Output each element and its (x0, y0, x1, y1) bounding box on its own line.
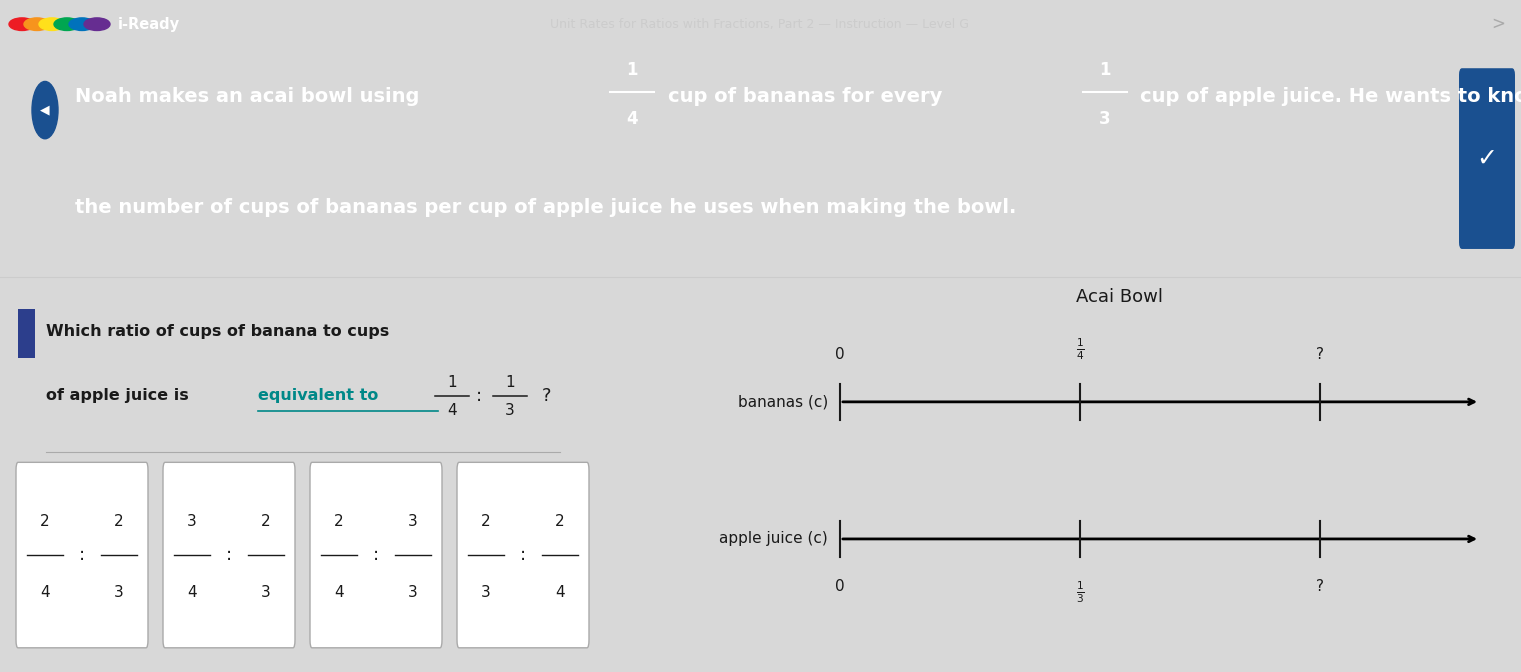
Text: Which ratio of cups of banana to cups: Which ratio of cups of banana to cups (46, 324, 389, 339)
Text: ?: ? (541, 387, 552, 405)
Text: 4: 4 (627, 110, 637, 128)
Text: of apple juice is: of apple juice is (46, 388, 195, 403)
Text: $\frac{1}{4}$: $\frac{1}{4}$ (1075, 336, 1084, 362)
Text: ?: ? (1316, 579, 1323, 594)
Text: Acai Bowl: Acai Bowl (1077, 288, 1164, 306)
FancyBboxPatch shape (1459, 69, 1515, 249)
Text: 3: 3 (408, 513, 418, 529)
Text: bananas (c): bananas (c) (738, 394, 827, 409)
Text: 2: 2 (335, 513, 344, 529)
Text: ?: ? (1316, 347, 1323, 362)
Text: 3: 3 (408, 585, 418, 600)
Text: 1: 1 (447, 375, 456, 390)
Text: $\frac{1}{3}$: $\frac{1}{3}$ (1075, 579, 1084, 605)
Text: cup of apple juice. He wants to know: cup of apple juice. He wants to know (1141, 87, 1521, 106)
Text: ◀: ◀ (40, 103, 50, 117)
Text: :: : (79, 546, 85, 564)
Text: i-Ready: i-Ready (119, 17, 179, 32)
Text: :: : (227, 546, 233, 564)
Text: 4: 4 (555, 585, 564, 600)
Text: 4: 4 (40, 585, 50, 600)
FancyBboxPatch shape (163, 462, 295, 648)
Text: 1: 1 (627, 61, 637, 79)
Text: :: : (476, 387, 482, 405)
Text: Unit Rates for Ratios with Fractions, Part 2 — Instruction — Level G: Unit Rates for Ratios with Fractions, Pa… (551, 17, 969, 31)
FancyBboxPatch shape (456, 462, 589, 648)
Text: >: > (1491, 15, 1504, 33)
Text: the number of cups of bananas per cup of apple juice he uses when making the bow: the number of cups of bananas per cup of… (75, 198, 1016, 216)
Text: 2: 2 (114, 513, 123, 529)
Circle shape (55, 18, 81, 30)
Text: Noah makes an acai bowl using: Noah makes an acai bowl using (75, 87, 420, 106)
Text: 3: 3 (505, 403, 516, 418)
Circle shape (9, 18, 35, 30)
Text: :: : (520, 546, 526, 564)
Text: 4: 4 (335, 585, 344, 600)
Text: 1: 1 (505, 375, 514, 390)
Text: 3: 3 (1100, 110, 1110, 128)
FancyBboxPatch shape (17, 462, 148, 648)
Text: equivalent to: equivalent to (259, 388, 379, 403)
Text: 2: 2 (555, 513, 564, 529)
Circle shape (40, 18, 65, 30)
Circle shape (68, 18, 94, 30)
Circle shape (24, 18, 50, 30)
Text: :: : (373, 546, 379, 564)
Text: 2: 2 (40, 513, 50, 529)
Bar (18, 309, 35, 358)
Text: 3: 3 (481, 585, 491, 600)
Text: 0: 0 (835, 579, 844, 594)
Text: 0: 0 (835, 347, 844, 362)
Circle shape (32, 81, 58, 138)
Text: 3: 3 (262, 585, 271, 600)
Text: 2: 2 (262, 513, 271, 529)
Text: 1: 1 (1100, 61, 1110, 79)
Text: 4: 4 (187, 585, 196, 600)
Text: apple juice (c): apple juice (c) (719, 532, 827, 546)
Text: cup of bananas for every: cup of bananas for every (668, 87, 943, 106)
Text: 2: 2 (481, 513, 491, 529)
FancyBboxPatch shape (310, 462, 443, 648)
Circle shape (84, 18, 110, 30)
Text: ✓: ✓ (1477, 146, 1498, 171)
Text: 4: 4 (447, 403, 456, 418)
Text: 3: 3 (187, 513, 196, 529)
Text: 3: 3 (114, 585, 123, 600)
